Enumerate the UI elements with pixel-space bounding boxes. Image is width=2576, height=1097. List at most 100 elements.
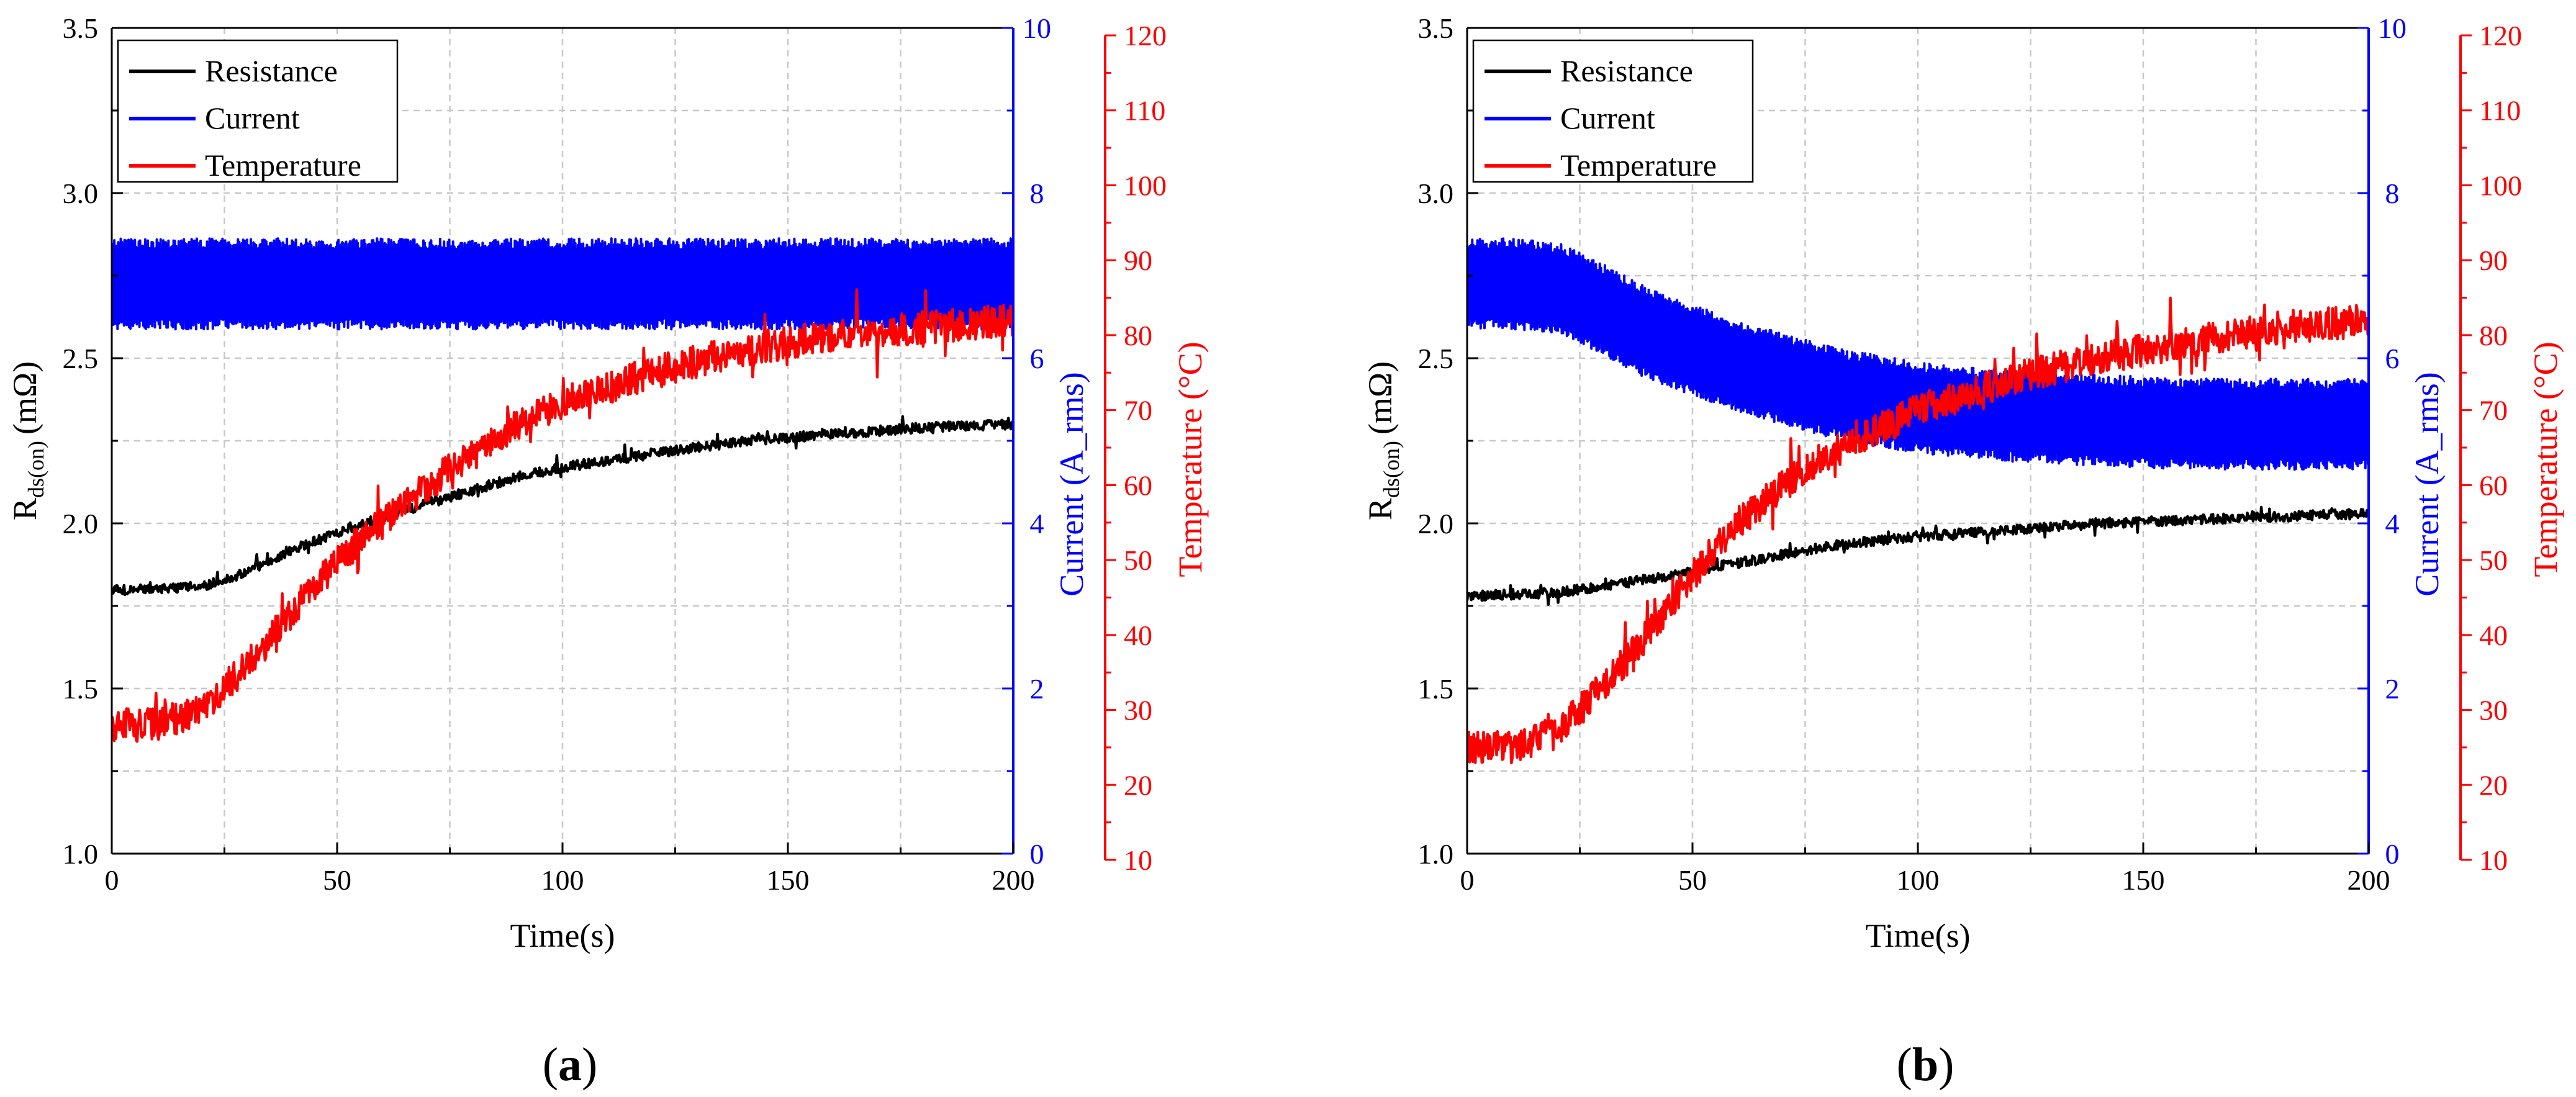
y-tick-label-current: 10 bbox=[2378, 12, 2407, 44]
y-tick-label-temperature: 40 bbox=[2479, 620, 2508, 651]
x-tick-label: 200 bbox=[992, 864, 1035, 896]
y-tick-label-left: 2.0 bbox=[63, 508, 99, 539]
y-tick-label-temperature: 60 bbox=[1124, 469, 1152, 501]
panel-label-open: ( bbox=[543, 1039, 558, 1091]
x-tick-label: 0 bbox=[105, 864, 119, 896]
y-tick-label-temperature: 80 bbox=[1124, 320, 1152, 351]
y-tick-label-temperature: 40 bbox=[1124, 620, 1152, 651]
y-tick-label-temperature: 30 bbox=[2479, 695, 2508, 726]
y-tick-label-temperature: 20 bbox=[2479, 769, 2508, 801]
chart-panel-b: 0 50 100 150 200Time(s)1.01.52.02.53.03.5Rds… bbox=[1362, 12, 2564, 1091]
y-tick-label-temperature: 50 bbox=[2479, 544, 2508, 576]
y-tick-label-temperature: 80 bbox=[2479, 320, 2508, 351]
panel-label-close: ) bbox=[1938, 1039, 1954, 1091]
y-tick-label-current: 6 bbox=[1030, 343, 1044, 374]
y-tick-label-current: 8 bbox=[1030, 178, 1044, 209]
y-tick-label-temperature: 110 bbox=[2479, 95, 2521, 127]
y-tick-label-temperature: 120 bbox=[1124, 20, 1167, 52]
panel-label-close: ) bbox=[582, 1039, 597, 1091]
y-tick-label-current: 0 bbox=[1030, 838, 1044, 870]
y-axis-title-temperature: Temperature (°C) bbox=[2527, 341, 2564, 577]
y-tick-label-current: 4 bbox=[1030, 508, 1044, 539]
legend: Resistance Current Temperature bbox=[1472, 39, 1754, 183]
y-axis-title-main: R bbox=[1362, 498, 1399, 520]
series-layer bbox=[1467, 237, 2369, 765]
series-line-temperature bbox=[112, 288, 1013, 743]
y-tick-label-left: 1.0 bbox=[63, 838, 99, 870]
y-tick-label-temperature: 50 bbox=[1124, 544, 1152, 576]
x-tick-label: 100 bbox=[541, 864, 584, 896]
y-tick-label-current: 0 bbox=[2385, 838, 2400, 870]
legend-label-current: Current bbox=[205, 101, 300, 135]
y-axis-title-left: Rds(on) (mΩ) bbox=[1362, 361, 1404, 520]
y-tick-label-temperature: 120 bbox=[2479, 20, 2522, 52]
y-tick-label-temperature: 10 bbox=[1124, 844, 1152, 876]
y-tick-label-temperature: 70 bbox=[2479, 395, 2508, 427]
panel-label-letter: a bbox=[558, 1039, 582, 1091]
series-line-current bbox=[112, 237, 1013, 331]
y-tick-label-current: 2 bbox=[2385, 673, 2400, 705]
y-tick-label-left: 3.0 bbox=[63, 178, 99, 209]
legend-box bbox=[117, 39, 399, 183]
y-axis-title-unit: (mΩ) bbox=[1362, 361, 1399, 435]
legend: Resistance Current Temperature bbox=[117, 39, 399, 183]
panel-label-open: ( bbox=[1897, 1039, 1912, 1091]
y-axis-title-sub: ds(on) bbox=[1379, 441, 1404, 498]
y-tick-label-current: 4 bbox=[2385, 508, 2400, 539]
y-axis-title-unit: (mΩ) bbox=[6, 361, 43, 435]
y-tick-label-current: 8 bbox=[2385, 178, 2400, 209]
x-tick-label: 0 bbox=[1460, 864, 1475, 896]
series-layer bbox=[112, 237, 1013, 743]
series-line-resistance bbox=[112, 415, 1013, 597]
legend-label-current: Current bbox=[1560, 101, 1655, 135]
legend-box bbox=[1472, 39, 1754, 183]
series-line-resistance bbox=[1467, 505, 2369, 607]
x-axis-title: Time(s) bbox=[510, 917, 615, 954]
y-axis-title-current: Current (A_rms) bbox=[2408, 372, 2446, 596]
y-tick-label-left: 2.5 bbox=[63, 343, 99, 374]
panel-label-letter: b bbox=[1912, 1039, 1938, 1091]
y-tick-label-left: 3.5 bbox=[63, 12, 99, 44]
x-tick-label: 100 bbox=[1897, 864, 1940, 896]
y-tick-label-temperature: 60 bbox=[2479, 469, 2508, 501]
x-tick-label: 150 bbox=[767, 864, 810, 896]
y-tick-label-temperature: 70 bbox=[1124, 395, 1152, 427]
legend-label-temperature: Temperature bbox=[1560, 148, 1717, 183]
y-tick-label-current: 6 bbox=[2385, 343, 2400, 374]
y-tick-label-temperature: 20 bbox=[1124, 769, 1152, 801]
legend-label-resistance: Resistance bbox=[205, 53, 338, 88]
panel-label: (a) bbox=[543, 1039, 598, 1091]
y-tick-label-left: 1.5 bbox=[1418, 673, 1454, 705]
chart-panel-a: 0 50 100 150 200Time(s)1.01.52.02.53.03.5Rds… bbox=[6, 12, 1209, 1091]
y-tick-label-left: 2.5 bbox=[1418, 343, 1454, 374]
y-tick-label-left: 1.0 bbox=[1418, 838, 1454, 870]
series-line-temperature bbox=[1467, 296, 2369, 765]
y-tick-label-current: 10 bbox=[1023, 12, 1051, 44]
y-axis-title-main: R bbox=[6, 498, 43, 520]
y-axis-title-sub: ds(on) bbox=[24, 441, 48, 498]
y-tick-label-current: 2 bbox=[1030, 673, 1044, 705]
y-tick-label-temperature: 10 bbox=[2479, 844, 2508, 876]
panel-label: (b) bbox=[1897, 1039, 1955, 1091]
y-tick-label-temperature: 110 bbox=[1124, 95, 1165, 127]
y-tick-label-temperature: 30 bbox=[1124, 695, 1152, 726]
legend-label-temperature: Temperature bbox=[205, 148, 361, 183]
y-tick-label-temperature: 100 bbox=[1124, 169, 1167, 201]
legend-label-resistance: Resistance bbox=[1560, 53, 1693, 88]
y-axis-title-current: Current (A_rms) bbox=[1053, 372, 1090, 596]
x-axis-title: Time(s) bbox=[1865, 917, 1970, 954]
y-axis-title-temperature: Temperature (°C) bbox=[1172, 341, 1209, 577]
y-tick-label-left: 2.0 bbox=[1418, 508, 1454, 539]
y-tick-label-left: 3.0 bbox=[1418, 178, 1454, 209]
x-tick-label: 50 bbox=[323, 864, 351, 896]
x-tick-label: 150 bbox=[2122, 864, 2165, 896]
series-line-current bbox=[1467, 237, 2369, 471]
y-tick-label-temperature: 100 bbox=[2479, 169, 2522, 201]
y-tick-label-temperature: 90 bbox=[2479, 245, 2508, 276]
x-tick-label: 200 bbox=[2348, 864, 2390, 896]
y-tick-label-left: 1.5 bbox=[63, 673, 99, 705]
y-tick-label-temperature: 90 bbox=[1124, 245, 1152, 276]
y-axis-title-left: Rds(on) (mΩ) bbox=[6, 361, 48, 520]
x-tick-label: 50 bbox=[1678, 864, 1707, 896]
